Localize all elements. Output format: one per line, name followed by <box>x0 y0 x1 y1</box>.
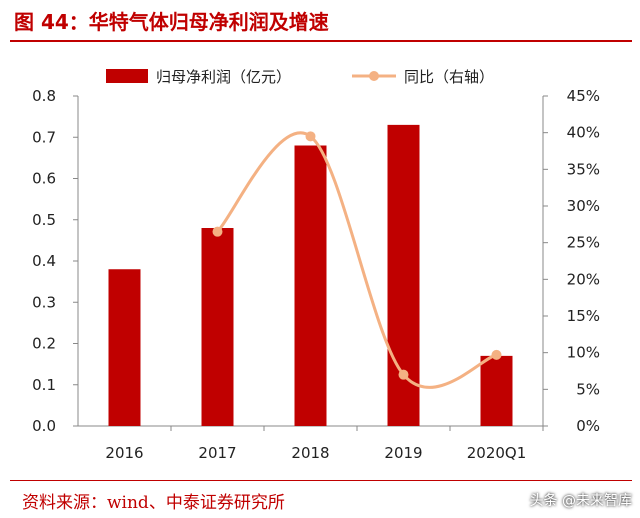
y-right-tick-label: 5% <box>576 380 600 398</box>
y-right-tick-label: 20% <box>567 270 600 288</box>
y-left-tick-label: 0.8 <box>32 87 56 105</box>
bar <box>480 355 513 426</box>
bar <box>294 145 327 426</box>
y-left-tick-label: 0.3 <box>32 293 56 311</box>
y-right-tick-label: 25% <box>567 234 600 252</box>
legend: 归母净利润（亿元） 同比（右轴） <box>106 68 494 86</box>
yoy-point <box>398 369 409 380</box>
source-note: 资料来源：wind、中泰证券研究所 <box>22 493 285 513</box>
legend-swatch-marker <box>369 71 379 81</box>
y-left-tick-label: 0.1 <box>32 376 56 394</box>
y-left-tick-label: 0.7 <box>32 128 56 146</box>
y-left-tick-label: 0.0 <box>32 417 56 435</box>
yoy-line <box>216 131 498 389</box>
x-tick-label: 2018 <box>291 444 329 462</box>
watermark: 头条 @未来智库 <box>529 493 632 509</box>
y-left-tick-label: 0.4 <box>32 252 56 270</box>
y-right-tick-label: 45% <box>567 87 600 105</box>
y-right-tick-label: 15% <box>567 307 600 325</box>
legend-swatch-bar <box>106 69 148 83</box>
legend-label-line: 同比（右轴） <box>404 68 494 86</box>
y-right-tick-label: 40% <box>567 124 600 142</box>
figure-title: 图 44：华特气体归母净利润及增速 <box>14 10 329 34</box>
yoy-point <box>212 226 223 237</box>
x-tick-label: 2020Q1 <box>467 444 527 462</box>
title-underline <box>10 40 632 42</box>
x-tick-label: 2016 <box>105 444 143 462</box>
x-tick-label: 2017 <box>198 444 236 462</box>
y-left-tick-label: 0.6 <box>32 170 56 188</box>
y-right-tick-label: 30% <box>567 197 600 215</box>
y-left-tick-label: 0.5 <box>32 211 56 229</box>
y-right-tick-label: 10% <box>567 344 600 362</box>
yoy-point <box>305 131 316 142</box>
chart: 归母净利润（亿元） 同比（右轴） 0.0 0.1 0.2 0.3 0.4 0.5 0.6 0.… <box>32 68 600 462</box>
bar <box>201 228 234 426</box>
yoy-point <box>491 349 502 360</box>
x-tick-label: 2019 <box>384 444 422 462</box>
bar <box>108 269 141 426</box>
source-rule <box>10 480 632 481</box>
legend-label-bar: 归母净利润（亿元） <box>156 68 291 86</box>
y-left-tick-label: 0.2 <box>32 335 56 353</box>
y-right-tick-label: 35% <box>567 160 600 178</box>
y-right-tick-label: 0% <box>576 417 600 435</box>
bar <box>387 124 420 426</box>
